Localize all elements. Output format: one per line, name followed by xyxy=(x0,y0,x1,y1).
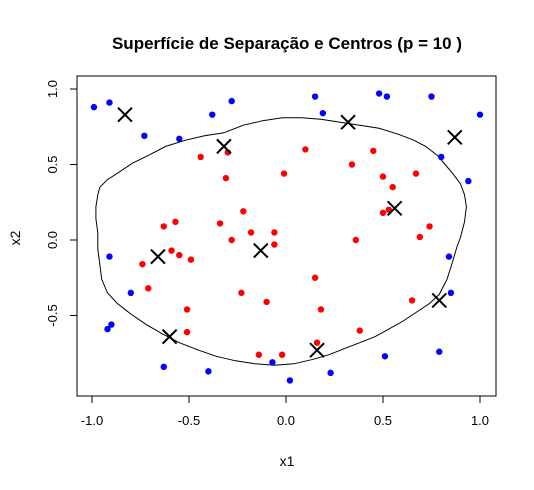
red-point xyxy=(145,285,152,292)
blue-point xyxy=(209,111,216,118)
blue-point xyxy=(381,353,389,360)
blue-point xyxy=(438,153,445,161)
red-point xyxy=(379,173,387,180)
separation-boundary-line xyxy=(95,117,467,366)
y-axis: -0.5 0.0 0.5 1.0 xyxy=(45,80,78,327)
red-point xyxy=(352,236,360,244)
red-point xyxy=(278,351,286,358)
x-tick-label: 0.5 xyxy=(374,413,392,428)
red-point xyxy=(172,218,179,226)
y-tick-label: 0.5 xyxy=(45,155,60,173)
plot-area-frame xyxy=(76,75,497,397)
blue-point xyxy=(205,368,212,375)
red-point xyxy=(389,183,396,191)
center-cross xyxy=(447,129,463,146)
blue-point xyxy=(327,369,334,377)
red-point xyxy=(255,351,263,358)
blue-point xyxy=(90,103,98,111)
blue-point xyxy=(383,93,391,100)
red-point xyxy=(280,170,288,177)
center-cross xyxy=(117,106,133,123)
red-point xyxy=(263,298,270,306)
red-point xyxy=(370,147,377,155)
red-point xyxy=(176,251,183,259)
blue-point xyxy=(176,135,183,143)
blue-point xyxy=(106,99,113,106)
red-point xyxy=(408,297,416,304)
red-point xyxy=(247,229,255,236)
blue-point xyxy=(106,253,113,260)
centers xyxy=(117,106,463,358)
red-point xyxy=(416,233,424,241)
blue-point xyxy=(375,90,383,97)
blue-point xyxy=(436,348,443,355)
x-tick-label: 0.0 xyxy=(277,413,295,428)
chart-title: Superfície de Separação e Centros (p = 1… xyxy=(112,34,462,53)
blue-point xyxy=(104,325,111,333)
red-point xyxy=(228,236,235,244)
blue-point xyxy=(141,132,148,140)
x-tick-label: -1.0 xyxy=(81,413,103,428)
red-point xyxy=(222,174,230,182)
center-cross xyxy=(309,342,325,358)
red-point xyxy=(271,229,278,236)
x-tick-label: -0.5 xyxy=(178,413,200,428)
red-point xyxy=(183,306,191,313)
red-point xyxy=(238,289,245,297)
data-points xyxy=(90,90,484,384)
red-point xyxy=(379,209,387,217)
red-point xyxy=(356,327,363,334)
x-axis: -1.0 -0.5 0.0 0.5 1.0 xyxy=(81,395,489,428)
red-point xyxy=(348,161,356,168)
red-point xyxy=(240,208,247,215)
center-cross xyxy=(386,200,403,216)
blue-point xyxy=(447,289,455,297)
blue-point xyxy=(127,289,134,297)
blue-point xyxy=(319,109,327,117)
red-point xyxy=(302,146,309,153)
x-tick-label: 1.0 xyxy=(471,413,489,428)
red-point xyxy=(197,153,204,161)
x-axis-label: x1 xyxy=(280,453,295,469)
red-point xyxy=(412,170,420,177)
red-point xyxy=(311,274,319,281)
blue-point xyxy=(428,93,435,100)
red-point xyxy=(216,220,224,227)
center-cross xyxy=(340,114,356,130)
blue-point xyxy=(269,359,276,366)
blue-point xyxy=(445,253,453,260)
blue-point xyxy=(228,97,235,105)
center-cross xyxy=(431,292,447,309)
separation-surface xyxy=(95,117,467,366)
center-cross xyxy=(253,242,269,259)
red-point xyxy=(183,328,191,336)
blue-point xyxy=(108,321,115,328)
blue-point xyxy=(476,111,484,118)
red-point xyxy=(168,247,175,254)
y-tick-label: 0.0 xyxy=(45,231,60,249)
center-cross xyxy=(161,328,178,345)
blue-point xyxy=(311,93,319,100)
blue-point xyxy=(286,377,294,384)
red-point xyxy=(139,260,146,268)
red-point xyxy=(426,223,433,230)
red-point xyxy=(187,256,195,263)
red-point xyxy=(313,339,321,346)
center-cross xyxy=(150,248,166,265)
y-tick-label: -0.5 xyxy=(45,304,60,326)
blue-point xyxy=(160,363,167,371)
y-axis-label: x2 xyxy=(7,230,23,245)
red-point xyxy=(317,306,325,313)
center-cross xyxy=(216,138,232,155)
blue-point xyxy=(465,177,472,185)
y-tick-label: 1.0 xyxy=(45,80,60,98)
red-point xyxy=(271,241,278,248)
red-point xyxy=(160,223,167,230)
